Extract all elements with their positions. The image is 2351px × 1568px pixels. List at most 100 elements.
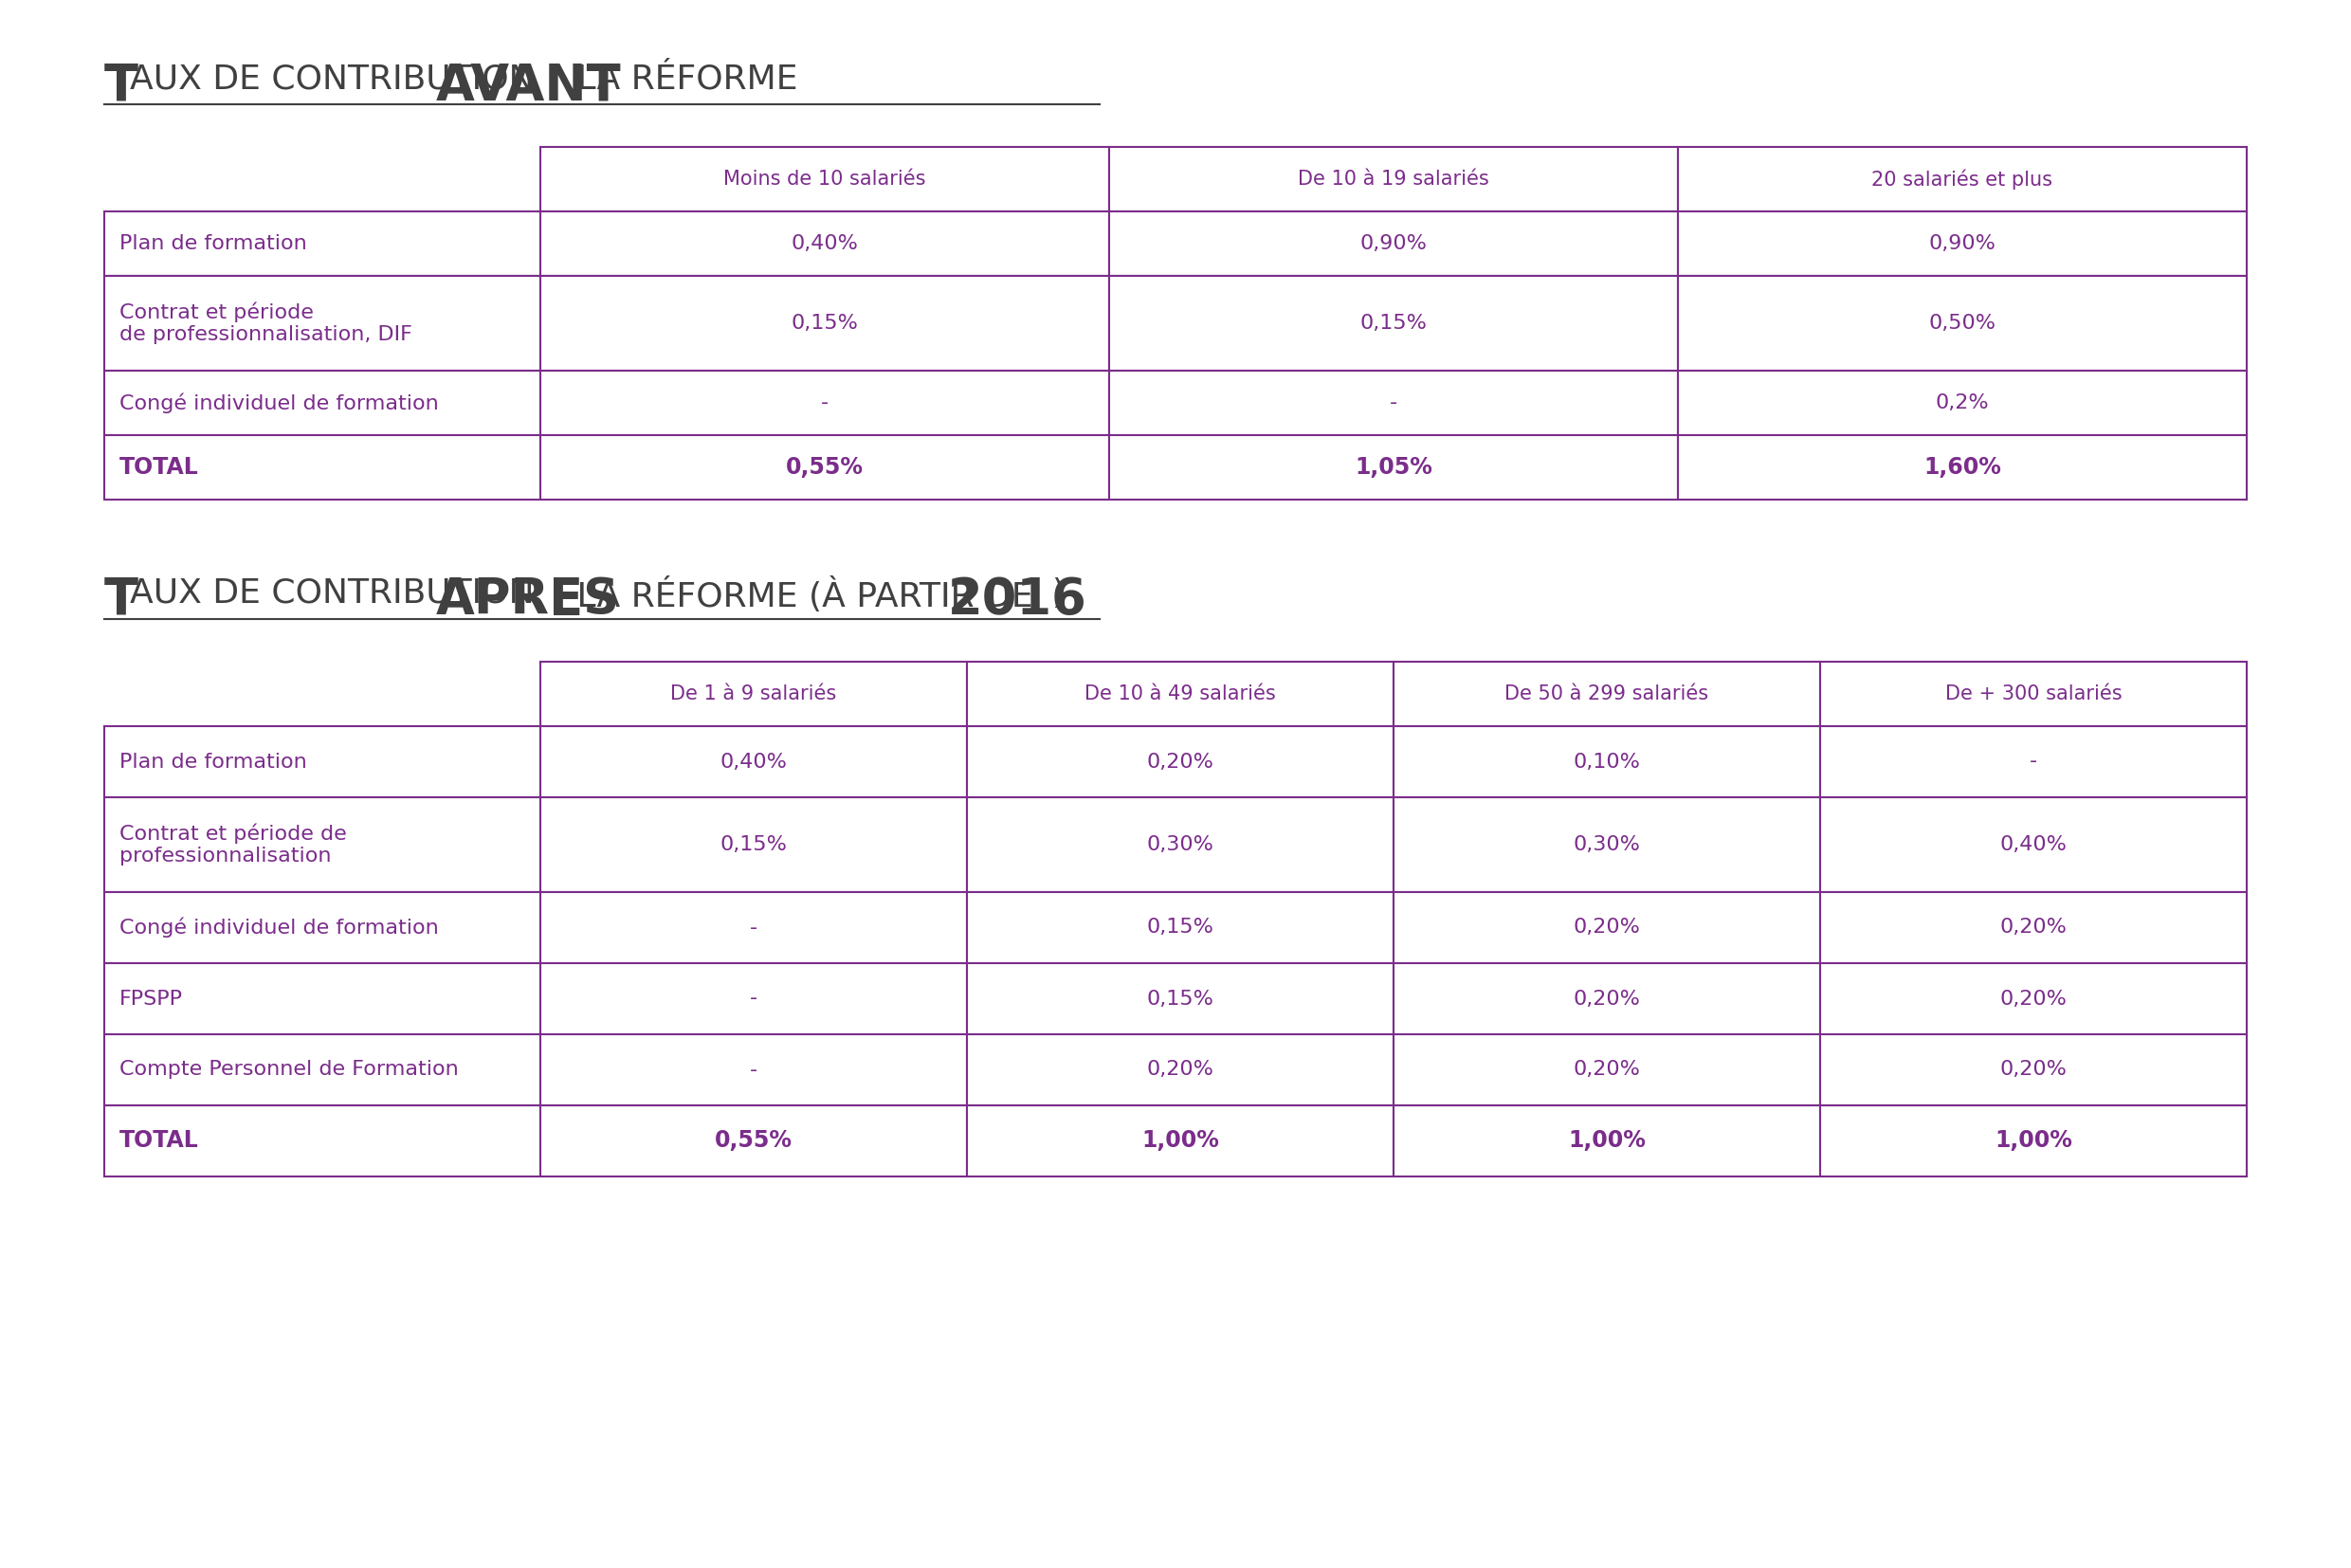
Text: 1,00%: 1,00% [1994,1129,2071,1152]
Bar [103,276,541,370]
Bar [966,963,1394,1035]
Text: 20 salariés et plus: 20 salariés et plus [1871,169,2052,190]
Text: 0,15%: 0,15% [719,836,788,855]
Bar [966,1105,1394,1176]
Bar [541,797,966,892]
Text: 0,50%: 0,50% [1928,314,1996,332]
Bar [541,662,966,726]
Bar [1394,963,1820,1035]
Bar [103,370,541,436]
Bar [1679,436,2248,500]
Bar [1394,892,1820,963]
Text: AUX DE CONTRIBUTION: AUX DE CONTRIBUTION [129,577,545,610]
Bar [103,726,541,797]
Text: AVANT: AVANT [435,61,621,110]
Bar [103,892,541,963]
Text: FPSPP: FPSPP [120,989,183,1008]
Text: -: - [820,394,828,412]
Bar [103,1035,541,1105]
Text: professionnalisation: professionnalisation [120,847,331,866]
Text: APRES: APRES [435,575,621,624]
Text: LA RÉFORME: LA RÉFORME [567,63,797,94]
Text: 0,20%: 0,20% [1573,919,1641,938]
Text: Contrat et période: Contrat et période [120,301,313,321]
Bar [103,436,541,500]
Bar [1110,212,1679,276]
Text: 0,10%: 0,10% [1573,753,1641,771]
Bar [1394,662,1820,726]
Text: -: - [750,919,757,938]
Bar [541,726,966,797]
Text: de professionnalisation, DIF: de professionnalisation, DIF [120,325,411,343]
Text: Congé individuel de formation: Congé individuel de formation [120,392,440,412]
Text: De 1 à 9 salariés: De 1 à 9 salariés [670,685,837,704]
Text: 0,20%: 0,20% [1147,1060,1213,1079]
Text: 0,55%: 0,55% [785,456,863,478]
Text: 0,30%: 0,30% [1573,836,1641,855]
Text: AUX DE CONTRIBUTION: AUX DE CONTRIBUTION [129,63,545,94]
Text: 0,20%: 0,20% [2001,989,2067,1008]
Text: 0,20%: 0,20% [2001,919,2067,938]
Text: De 10 à 49 salariés: De 10 à 49 salariés [1084,685,1277,704]
Text: Plan de formation: Plan de formation [120,753,308,771]
Text: Compte Personnel de Formation: Compte Personnel de Formation [120,1060,458,1079]
Text: -: - [750,1060,757,1079]
Bar [541,370,1110,436]
Text: 0,20%: 0,20% [1573,1060,1641,1079]
Text: -: - [1389,394,1396,412]
Bar [966,726,1394,797]
Text: 0,55%: 0,55% [715,1129,792,1152]
Text: 0,15%: 0,15% [1147,919,1213,938]
Text: 0,40%: 0,40% [792,234,858,252]
Text: T: T [103,61,139,110]
Text: 1,00%: 1,00% [1568,1129,1646,1152]
Bar [541,963,966,1035]
Bar [541,212,1110,276]
Bar [103,212,541,276]
Text: 0,15%: 0,15% [1147,989,1213,1008]
Text: 2016: 2016 [947,575,1086,624]
Bar [541,1105,966,1176]
Bar [1394,726,1820,797]
Bar [103,797,541,892]
Text: 0,90%: 0,90% [1928,234,1996,252]
Text: 0,20%: 0,20% [1573,989,1641,1008]
Text: Contrat et période de: Contrat et période de [120,823,346,844]
Bar [541,436,1110,500]
Bar [1679,212,2248,276]
Text: 0,30%: 0,30% [1147,836,1213,855]
Bar [1679,370,2248,436]
Bar [1110,147,1679,212]
Bar [1820,662,2248,726]
Text: TOTAL: TOTAL [120,456,200,478]
Bar [1820,1105,2248,1176]
Bar [1110,436,1679,500]
Text: T: T [103,575,139,624]
Bar [1820,892,2248,963]
Text: ): ) [1051,577,1065,610]
Bar [1679,147,2248,212]
Text: Moins de 10 salariés: Moins de 10 salariés [724,169,926,188]
Text: 1,05%: 1,05% [1354,456,1432,478]
Bar [1394,1035,1820,1105]
Text: 0,40%: 0,40% [719,753,788,771]
Bar [966,1035,1394,1105]
Bar [966,797,1394,892]
Bar [1820,963,2248,1035]
Bar [1110,276,1679,370]
Text: -: - [2029,753,2038,771]
Bar [966,662,1394,726]
Bar [1820,797,2248,892]
Bar [541,892,966,963]
Bar [1110,370,1679,436]
Bar [541,276,1110,370]
Bar [103,963,541,1035]
Bar [103,1105,541,1176]
Text: 1,00%: 1,00% [1143,1129,1220,1152]
Bar [1394,1105,1820,1176]
Text: 0,2%: 0,2% [1935,394,1989,412]
Bar [1820,726,2248,797]
Text: 0,20%: 0,20% [2001,1060,2067,1079]
Text: De + 300 salariés: De + 300 salariés [1944,685,2123,704]
Text: 0,20%: 0,20% [1147,753,1213,771]
